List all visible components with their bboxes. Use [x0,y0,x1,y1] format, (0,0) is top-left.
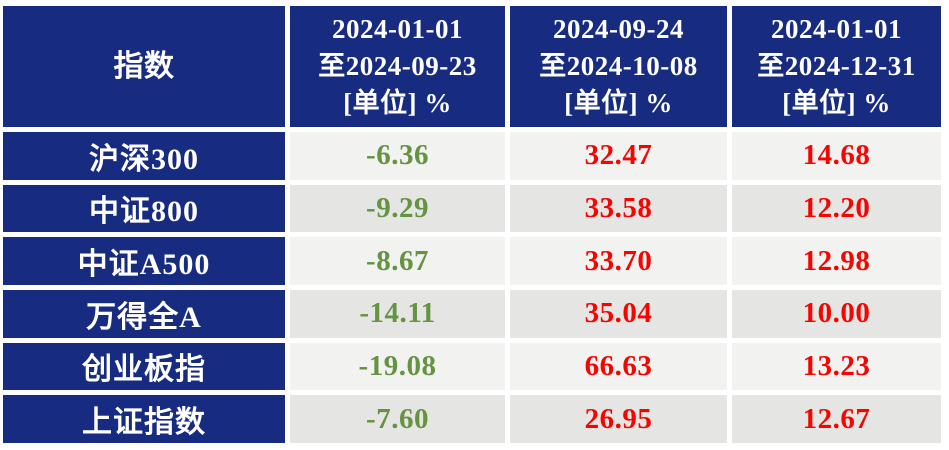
period-3-end-date: 至2024-12-31 [757,51,916,81]
period-2-unit: [单位] % [564,88,673,118]
value-cell-period-2: 35.04 [510,290,727,338]
index-name-cell: 创业板指 [3,342,285,391]
header-cell-period-3: 2024-01-01 至2024-12-31 [单位] % [732,6,941,127]
index-column-title: 指数 [113,50,175,83]
value-cell-period-1: -9.29 [290,184,505,233]
index-performance-table: 指数 2024-01-01 至2024-09-23 [单位] % 2024-09… [3,6,941,443]
value-cell-period-3: 12.67 [732,395,941,443]
value-cell-period-2: 33.70 [510,237,727,285]
value-cell-period-1: -19.08 [290,342,505,391]
value-cell-period-2: 66.63 [510,342,727,391]
value-cell-period-1: -7.60 [290,395,505,443]
value-cell-period-3: 10.00 [732,290,941,338]
index-name-cell: 中证A500 [3,237,285,285]
header-cell-period-1: 2024-01-01 至2024-09-23 [单位] % [290,6,505,127]
value-cell-period-2: 33.58 [510,184,727,233]
period-1-end-date: 至2024-09-23 [318,51,477,81]
value-cell-period-3: 12.98 [732,237,941,285]
header-cell-period-2: 2024-09-24 至2024-10-08 [单位] % [510,6,727,127]
index-name-cell: 中证800 [3,184,285,233]
index-name-cell: 沪深300 [3,132,285,180]
value-cell-period-2: 32.47 [510,132,727,180]
header-cell-index: 指数 [3,6,285,127]
index-name-cell: 上证指数 [3,395,285,443]
value-cell-period-1: -8.67 [290,237,505,285]
index-name-cell: 万得全A [3,290,285,338]
period-2-end-date: 至2024-10-08 [539,51,698,81]
value-cell-period-3: 14.68 [732,132,941,180]
period-1-unit: [单位] % [343,88,452,118]
period-2-start-date: 2024-09-24 [553,14,684,44]
value-cell-period-2: 26.95 [510,395,727,443]
value-cell-period-1: -14.11 [290,290,505,338]
value-cell-period-3: 12.20 [732,184,941,233]
period-3-unit: [单位] % [782,88,891,118]
period-3-start-date: 2024-01-01 [771,14,902,44]
period-1-start-date: 2024-01-01 [332,14,463,44]
value-cell-period-3: 13.23 [732,342,941,391]
value-cell-period-1: -6.36 [290,132,505,180]
